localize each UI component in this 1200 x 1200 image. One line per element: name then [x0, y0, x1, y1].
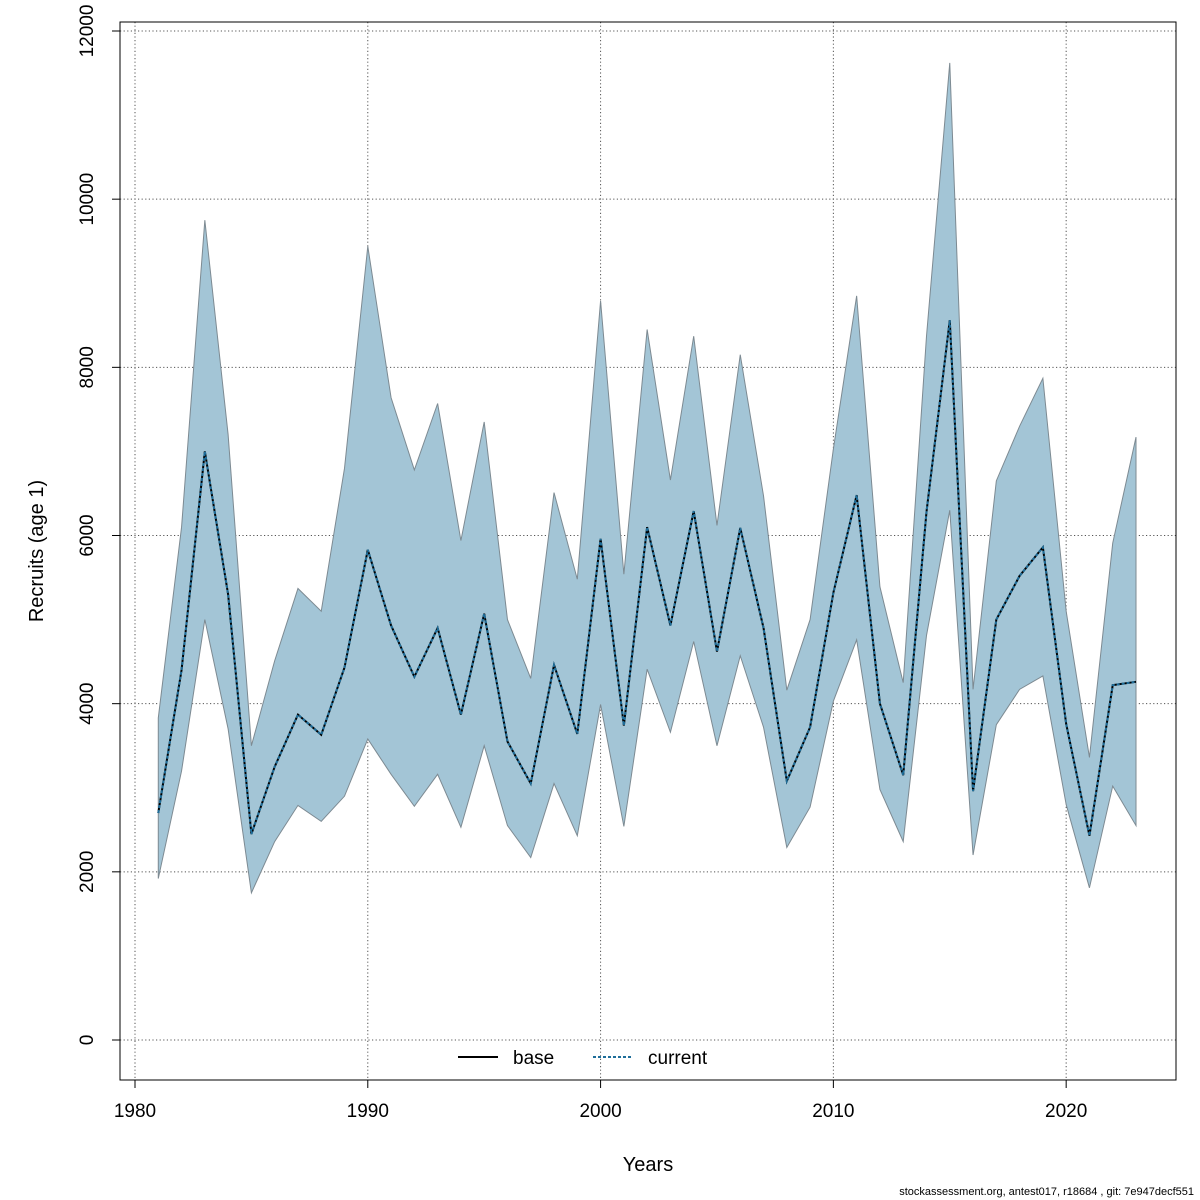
x-axis-title: Years: [623, 1154, 673, 1176]
x-tick-label: 2020: [1045, 1101, 1087, 1122]
footer-credit: stockassessment.org, antest017, r18684 ,…: [899, 1186, 1194, 1198]
y-tick-label: 2000: [77, 851, 98, 893]
x-tick-label: 1980: [114, 1101, 156, 1122]
series-lines: [157, 320, 1137, 836]
legend-item-current: current: [593, 1048, 708, 1069]
legend-label: base: [513, 1048, 554, 1069]
x-axis: 1980 1990 2000 2010 2020: [114, 1079, 1087, 1122]
legend: base current: [458, 1048, 708, 1069]
legend-label: current: [648, 1048, 708, 1069]
y-tick-label: 0: [77, 1035, 98, 1046]
confidence-band-area: [157, 62, 1137, 895]
y-tick-label: 8000: [77, 346, 98, 388]
y-tick-label: 12000: [77, 5, 98, 58]
y-tick-label: 6000: [77, 514, 98, 556]
y-axis-title: Recruits (age 1): [26, 480, 48, 622]
x-tick-label: 1990: [347, 1101, 389, 1122]
y-tick-label: 4000: [77, 683, 98, 725]
legend-item-base: base: [458, 1048, 554, 1069]
confidence-band: [157, 62, 1137, 895]
y-axis: 0 2000 4000 6000 8000 10000 12000: [77, 5, 121, 1046]
x-tick-label: 2000: [579, 1101, 621, 1122]
x-tick-label: 2010: [812, 1101, 854, 1122]
series-line-current: [157, 320, 1137, 836]
y-tick-label: 10000: [77, 173, 98, 226]
